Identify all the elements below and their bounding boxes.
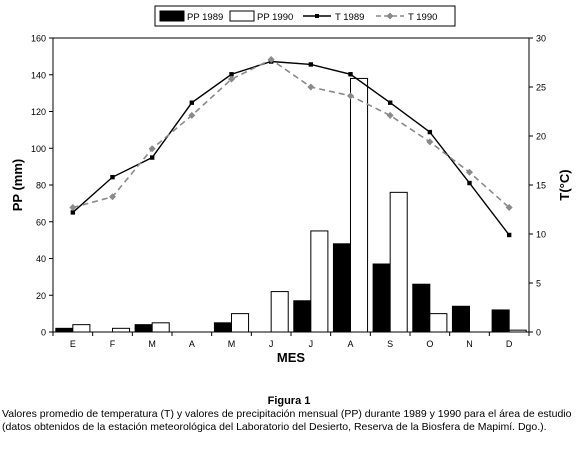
right-tick-label: 10: [536, 230, 546, 240]
point-t-1989: [387, 100, 393, 105]
left-tick-label: 160: [31, 34, 46, 44]
right-tick-label: 0: [536, 328, 541, 338]
x-tick-label: A: [189, 339, 195, 349]
legend-swatch: [229, 10, 255, 22]
x-tick-label: E: [70, 339, 76, 349]
figure-caption: Valores promedio de temperatura (T) y va…: [2, 408, 572, 433]
legend-marker: [315, 14, 319, 18]
bar-pp-1990: [429, 313, 448, 333]
legend-label: PP 1989: [187, 12, 223, 23]
legend-pp-1990: PP 1990: [229, 10, 293, 23]
right-tick-label: 15: [536, 181, 546, 191]
x-tick-label: F: [110, 339, 116, 349]
point-t-1989: [70, 210, 76, 215]
legend-label: PP 1990: [257, 12, 293, 23]
bar-pp-1989: [332, 243, 351, 333]
y-axis-right-label: T(°C): [557, 169, 572, 200]
plot-frame: [52, 37, 530, 333]
point-t-1989: [467, 180, 472, 186]
legend-t-1989: T 1989: [303, 12, 364, 23]
bar-pp-1990: [310, 230, 329, 333]
point-t-1989: [229, 72, 234, 77]
point-t-1989: [506, 232, 512, 238]
bar-pp-1989: [372, 263, 391, 333]
x-tick-label: M: [228, 339, 236, 349]
bar-pp-1989: [293, 300, 312, 333]
chart-legend: PP 1989 PP 1990 T 1989 T 1990: [154, 5, 456, 27]
x-tick-label: N: [466, 339, 473, 349]
bar-pp-1989: [491, 309, 510, 333]
left-tick-label: 120: [31, 107, 46, 117]
point-t-1990: [386, 111, 394, 119]
point-t-1990: [267, 56, 275, 64]
legend-pp-1989: PP 1989: [159, 10, 223, 23]
left-tick-label: 60: [36, 217, 46, 227]
right-y-axis: 0 5 10 15 20 25 30: [529, 34, 546, 338]
left-tick-label: 140: [31, 70, 46, 80]
right-tick-label: 30: [536, 34, 546, 44]
point-t-1990: [505, 204, 513, 212]
x-axis-label: MES: [277, 350, 306, 365]
bar-pp-1990: [231, 313, 250, 333]
point-t-1989: [427, 129, 433, 135]
x-tick-label: J: [269, 339, 274, 349]
x-tick-label: J: [309, 339, 314, 349]
point-t-1989: [348, 72, 353, 77]
line-t-1990: [72, 58, 510, 209]
point-t-1989: [308, 62, 314, 67]
left-tick-label: 0: [41, 328, 46, 338]
bar-pp-1990: [112, 327, 131, 333]
bar-pp-1990: [350, 77, 369, 333]
point-t-1989: [189, 100, 195, 105]
legend-label: T 1989: [335, 12, 364, 23]
legend-label: T 1990: [408, 12, 437, 23]
y-axis-left-label: PP (mm): [10, 159, 25, 212]
legend-t-1990: T 1990: [376, 12, 437, 23]
bar-pp-1989: [134, 324, 153, 333]
left-y-axis: 0 20 40 60 80 100 120 140 160: [31, 34, 53, 338]
bar-pp-1990: [151, 322, 170, 333]
bar-pp-1990: [389, 191, 408, 333]
point-t-1989: [110, 174, 115, 180]
point-t-1990: [426, 138, 434, 146]
bar-pp-1989: [213, 322, 232, 333]
bar-pp-1990: [72, 324, 91, 333]
bar-pp-1989: [55, 327, 74, 333]
x-tick-label: D: [506, 339, 513, 349]
point-t-1990: [228, 75, 235, 83]
right-tick-label: 20: [536, 132, 546, 142]
figure-title: Figura 1: [267, 395, 311, 407]
bar-pp-1990: [508, 329, 527, 333]
right-tick-label: 25: [536, 83, 546, 93]
point-t-1989: [149, 155, 155, 160]
point-t-1990: [148, 145, 156, 153]
point-t-1990: [307, 83, 315, 91]
point-t-1990: [69, 204, 77, 212]
x-tick-label: M: [148, 339, 156, 349]
point-t-1990: [109, 193, 116, 201]
right-tick-label: 5: [536, 279, 541, 289]
left-tick-label: 40: [36, 254, 46, 264]
legend-marker: [386, 12, 394, 20]
temperature-lines: [69, 56, 513, 238]
x-tick-label: O: [426, 339, 433, 349]
precipitation-bars: [55, 77, 527, 333]
climate-chart: PP 1989 PP 1990 T 1989 T 1990 0204060801001…: [10, 5, 572, 365]
left-tick-label: 80: [36, 181, 46, 191]
legend-swatch: [159, 10, 185, 22]
bar-pp-1989: [412, 283, 431, 333]
line-t-1989: [72, 60, 510, 236]
point-t-1990: [347, 92, 354, 100]
point-t-1990: [188, 111, 196, 119]
left-tick-label: 100: [31, 144, 46, 154]
bar-pp-1989: [451, 305, 470, 333]
x-tick-label: S: [387, 339, 393, 349]
point-t-1990: [466, 168, 473, 176]
bar-pp-1990: [270, 291, 289, 333]
x-tick-label: A: [347, 339, 353, 349]
left-tick-label: 20: [36, 291, 46, 301]
